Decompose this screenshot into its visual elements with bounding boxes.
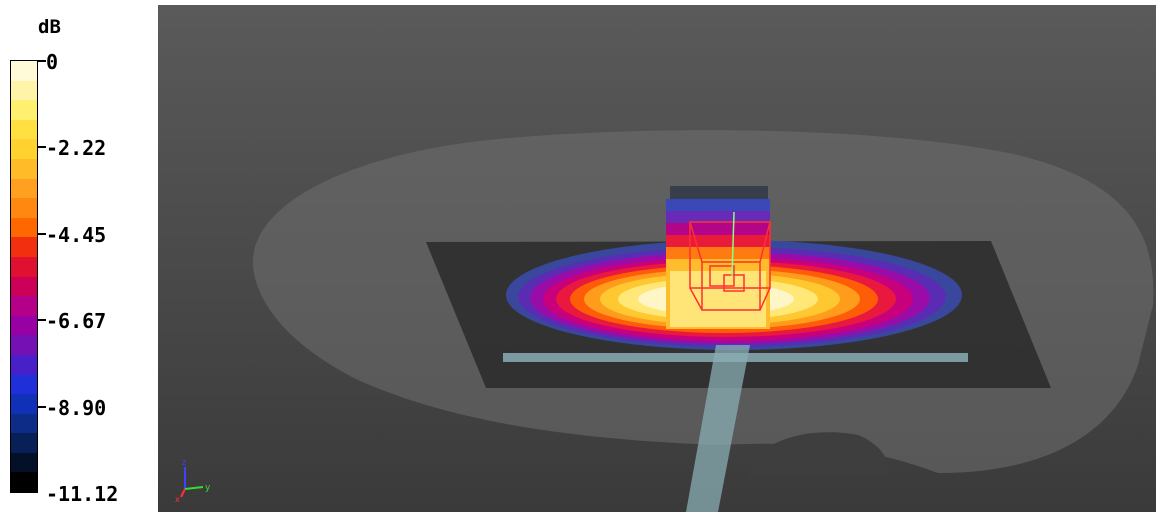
colorbar-tick-label: 0 <box>46 50 59 74</box>
colorbar-tick-label: -6.67 <box>46 309 107 333</box>
colorbar-band <box>11 296 37 316</box>
colorbar-tick <box>38 406 46 408</box>
colorbar-tick-label: -2.22 <box>46 136 107 160</box>
colorbar-band <box>11 472 37 493</box>
radiation-pattern <box>506 186 962 350</box>
colorbar-tick <box>38 60 46 62</box>
colorbar-band <box>11 276 37 297</box>
ground-plane-notch <box>748 432 889 475</box>
colorbar-band <box>11 433 37 453</box>
colorbar-band <box>11 256 37 277</box>
colorbar-tick-label: -8.90 <box>46 396 107 420</box>
colorbar-band <box>11 452 37 473</box>
colorbar-tick <box>38 146 46 148</box>
antenna-axis <box>731 211 735 278</box>
colorbar-tick <box>38 319 46 321</box>
colorbar-band <box>11 178 37 199</box>
colorbar-tick-label: -11.12 <box>46 482 119 506</box>
colorbar-legend: dB 0 -2.22 -4.45 -6.67 -8.90 -11.12 <box>0 0 155 512</box>
colorbar-band <box>11 119 37 140</box>
colorbar-band <box>11 61 37 81</box>
colorbar-band <box>11 335 37 355</box>
colorbar-band <box>11 374 37 395</box>
colorbar-band <box>11 217 37 238</box>
colorbar-band <box>11 354 37 375</box>
colorbar-tick-label: -4.45 <box>46 223 107 247</box>
3d-scene[interactable]: y z x <box>158 5 1156 512</box>
axis-z-label: z <box>182 458 186 467</box>
colorbar-band <box>11 198 37 218</box>
wireframe-box <box>689 221 771 311</box>
axis-x-label: x <box>175 495 180 504</box>
colorbar-unit-label: dB <box>38 16 61 38</box>
3d-viewport[interactable]: y z x <box>158 5 1156 512</box>
colorbar-band <box>11 139 37 159</box>
axis-triad: y z x <box>175 458 211 504</box>
colorbar-band <box>11 158 37 179</box>
colorbar-band <box>11 100 37 120</box>
colorbar-tick <box>38 233 46 235</box>
feed-stub <box>686 345 750 512</box>
colorbar-band <box>11 394 37 414</box>
colorbar-band <box>11 315 37 336</box>
colorbar-band <box>11 413 37 434</box>
axis-y-label: y <box>205 483 211 493</box>
colorbar-band <box>11 80 37 101</box>
colorbar-band <box>11 237 37 257</box>
colorbar-gradient <box>10 60 38 493</box>
